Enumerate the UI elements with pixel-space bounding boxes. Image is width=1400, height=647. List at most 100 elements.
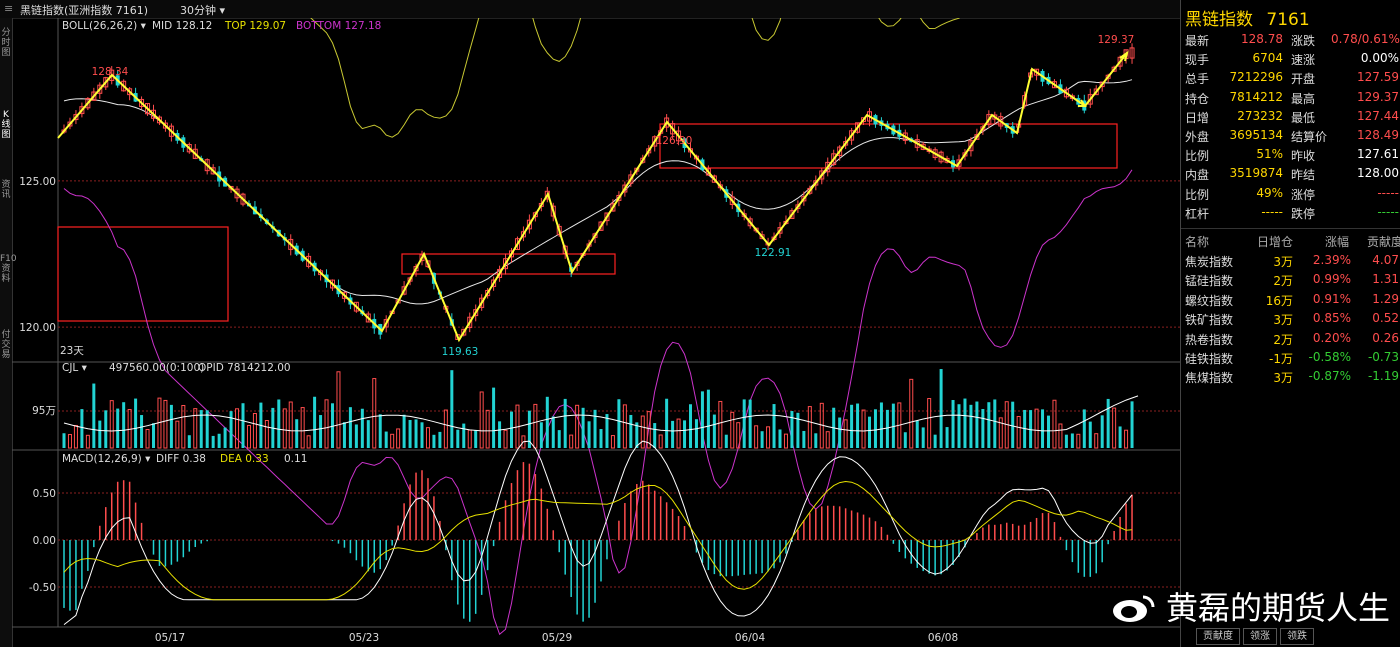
component-row[interactable]: 焦炭指数 3万 2.39% 4.07 [1181, 253, 1400, 272]
component-contrib: 4.07 [1372, 253, 1399, 267]
quote-row: 现手 6704 速涨 0.00% [1181, 51, 1400, 70]
candle-up [401, 286, 407, 295]
volume-bar [539, 422, 543, 448]
candle-up [383, 319, 389, 328]
macd-value: 0.11 [284, 453, 307, 465]
component-row[interactable]: 螺纹指数 16万 0.91% 1.29 [1181, 292, 1400, 311]
candle-up [1069, 95, 1075, 100]
tab-trade[interactable]: 付交易 [1, 330, 11, 360]
quote-label: 速涨 [1291, 53, 1316, 68]
component-row[interactable]: 硅铁指数 -1万 -0.58% -0.73 [1181, 350, 1400, 369]
tab-intraday[interactable]: 分时图 [1, 28, 11, 58]
volume-bar [689, 404, 692, 448]
quote-value: 127.61 [1357, 147, 1399, 162]
tab-contrib[interactable]: 贡献度 [1196, 628, 1240, 645]
component-chg: -0.87% [1308, 369, 1351, 384]
range-box [57, 226, 229, 322]
volume-bar [712, 414, 716, 448]
volume-bar [1064, 434, 1068, 448]
tab-leaders[interactable]: 领涨 [1243, 628, 1277, 645]
col-inc: 日增仓 [1257, 235, 1294, 249]
macd-label: MACD(12,26,9) ▾ [62, 453, 151, 465]
component-row[interactable]: 锰硅指数 2万 0.99% 1.31 [1181, 272, 1400, 291]
days-label: 23天 [60, 345, 84, 357]
component-inc: 2万 [1273, 332, 1293, 347]
period-selector[interactable]: 30分钟 ▾ [180, 2, 225, 18]
candle-up [91, 91, 97, 101]
component-name: 铁矿指数 [1185, 313, 1234, 328]
volume-bar [134, 398, 138, 448]
volume-bar [1130, 401, 1134, 448]
quote-label: 总手 [1185, 72, 1210, 87]
high-annotation: 129.37 [1098, 34, 1135, 46]
volume-bar [593, 409, 597, 448]
volume-bar [372, 378, 377, 449]
volume-bar [569, 434, 574, 449]
candle-up [491, 279, 497, 287]
tab-f10[interactable]: F10资料 [0, 254, 17, 284]
macd-axis-label: -0.50 [29, 582, 56, 594]
candle-up [85, 97, 91, 109]
volume-bar [360, 408, 364, 448]
volume-bar [796, 412, 800, 448]
candle-up [855, 122, 861, 133]
range-box [401, 253, 616, 275]
volume-bar [116, 408, 120, 448]
candle-up [1129, 47, 1135, 59]
volume-bar [610, 435, 615, 449]
tab-news[interactable]: 资讯 [1, 180, 11, 200]
volume-bar [927, 398, 932, 449]
cjl-label: CJL ▾ [62, 362, 88, 374]
component-inc: 3万 [1273, 255, 1293, 269]
quote-title: 黑链指数 7161 [1185, 5, 1310, 30]
component-inc: -1万 [1269, 352, 1293, 366]
volume-bar [825, 431, 830, 449]
candle-up [1099, 81, 1105, 88]
candle-up [705, 168, 711, 176]
candle-up [288, 238, 294, 250]
volume-bar [635, 422, 639, 448]
quote-label: 涨跌 [1291, 34, 1316, 48]
component-inc: 3万 [1273, 371, 1293, 386]
candle-up [670, 123, 676, 135]
candle-up [509, 250, 514, 258]
component-row[interactable]: 焦煤指数 3万 -0.87% -1.19 [1181, 369, 1400, 388]
quote-label: 最新 [1185, 34, 1210, 48]
kline-chart[interactable]: BOLL(26,26,2) ▾ MID 128.12 TOP 129.07 BOTTO… [12, 18, 1180, 647]
quote-row: 持仓 7814212 最高 129.37 [1181, 90, 1400, 109]
volume-bar [945, 427, 949, 448]
volume-bar [1076, 433, 1081, 449]
arrow-head [1078, 99, 1087, 107]
candle-up [759, 234, 765, 240]
candle-up [711, 175, 717, 183]
zigzag-trend [57, 52, 1128, 343]
candle-up [831, 153, 837, 166]
menu-icon[interactable]: ≡ [4, 2, 14, 15]
volume-bar [1041, 409, 1045, 448]
trend-lines [57, 50, 1129, 343]
candle-up [67, 121, 73, 127]
quote-row: 比例 49% 涨停 ----- [1181, 186, 1400, 205]
volume-bar [981, 409, 985, 448]
quote-label: 最高 [1291, 91, 1316, 106]
component-row[interactable]: 铁矿指数 3万 0.85% 0.52 [1181, 311, 1400, 330]
volume-bar [658, 434, 663, 449]
quote-label: 昨结 [1291, 168, 1316, 183]
volume-bar [438, 431, 442, 448]
tab-kline[interactable]: K线图 [1, 110, 11, 140]
volume-bar [313, 396, 317, 448]
candle-up [532, 212, 538, 218]
volume-bar [622, 404, 627, 449]
volume-bar [354, 424, 358, 448]
date-axis-label: 05/29 [542, 632, 572, 644]
candle-up [520, 231, 526, 238]
component-name: 锰硅指数 [1185, 274, 1234, 289]
component-row[interactable]: 热卷指数 2万 0.20% 0.26 [1181, 331, 1400, 350]
volume-bar [873, 409, 877, 448]
quote-value: 273232 [1237, 108, 1283, 123]
volume-bar [1100, 415, 1104, 448]
tab-laggards[interactable]: 领跌 [1280, 628, 1314, 645]
volume-bar [175, 420, 180, 449]
volume-bar [396, 428, 401, 449]
candle-up [604, 212, 610, 222]
